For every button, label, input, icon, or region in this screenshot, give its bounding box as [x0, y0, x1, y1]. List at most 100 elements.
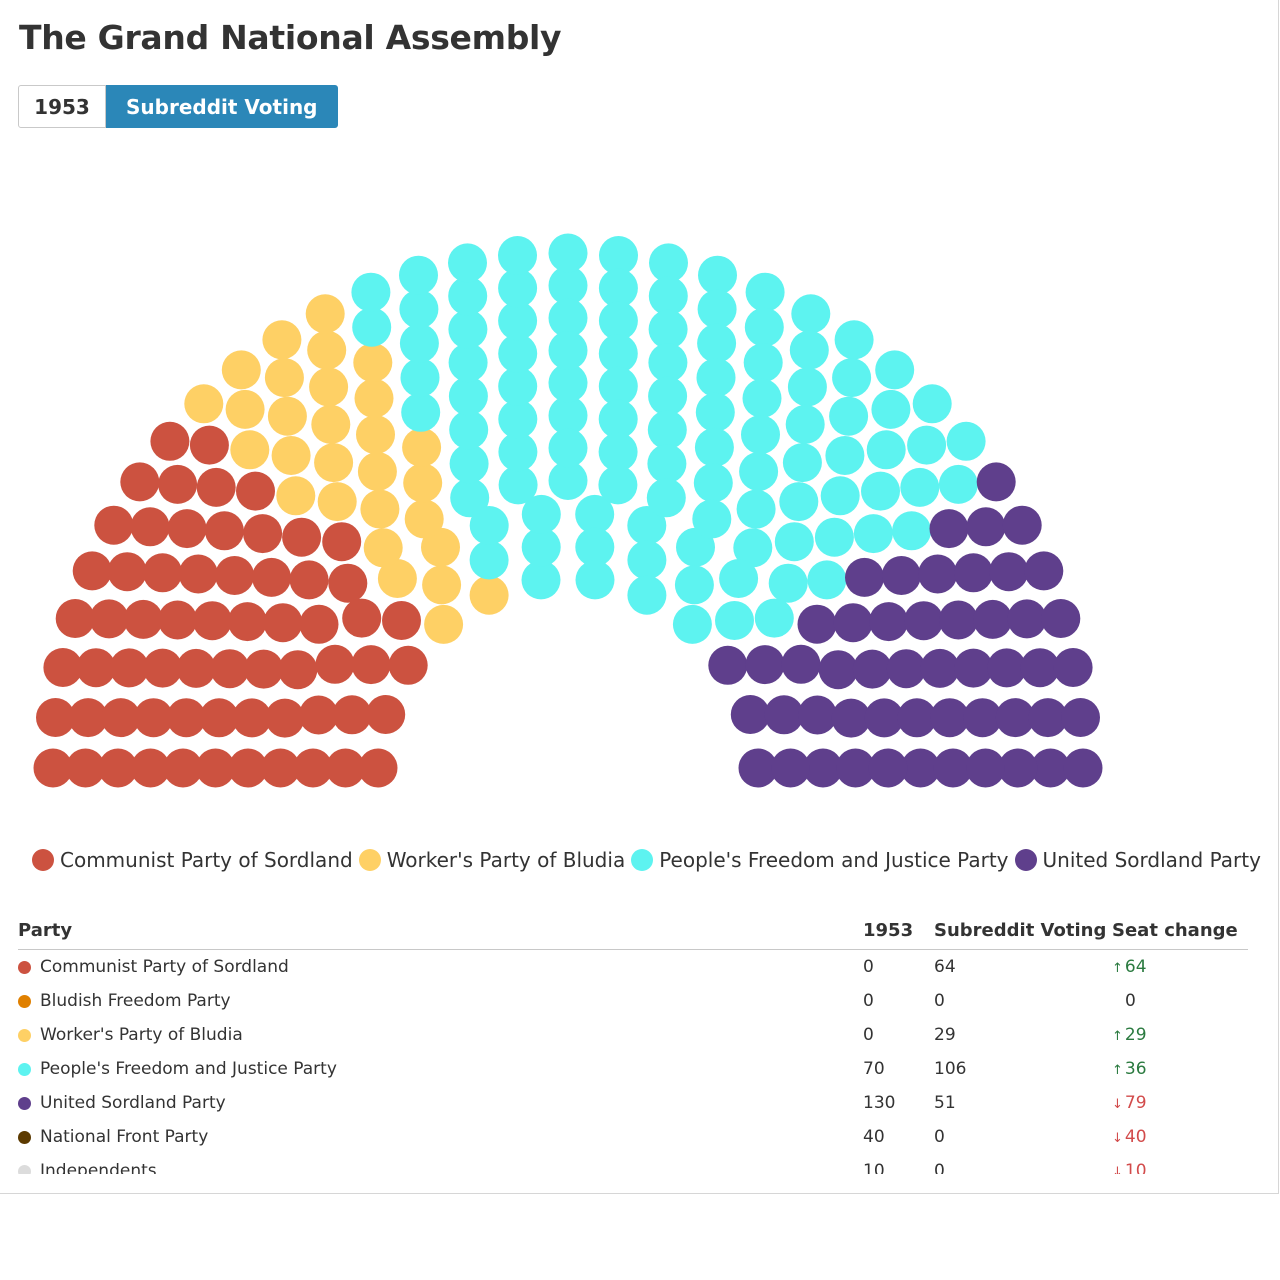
seat-worker-s-party-of-bludia[interactable] [264, 358, 304, 398]
seat-people-s-freedom-and-justice-party[interactable] [791, 294, 831, 334]
seat-united-sordland-party[interactable] [929, 509, 969, 549]
seat-people-s-freedom-and-justice-party[interactable] [907, 425, 947, 465]
seat-people-s-freedom-and-justice-party[interactable] [521, 527, 561, 567]
seat-people-s-freedom-and-justice-party[interactable] [695, 392, 735, 432]
seat-united-sordland-party[interactable] [930, 698, 970, 738]
seat-communist-party-of-sordland[interactable] [196, 748, 235, 788]
seat-worker-s-party-of-bludia[interactable] [271, 436, 311, 475]
seat-people-s-freedom-and-justice-party[interactable] [692, 499, 732, 539]
seat-united-sordland-party[interactable] [989, 552, 1029, 592]
seat-communist-party-of-sordland[interactable] [163, 748, 203, 788]
seat-people-s-freedom-and-justice-party[interactable] [736, 489, 776, 529]
seat-united-sordland-party[interactable] [973, 599, 1013, 639]
seat-united-sordland-party[interactable] [953, 553, 993, 593]
seat-united-sordland-party[interactable] [901, 748, 940, 788]
seat-communist-party-of-sordland[interactable] [107, 552, 147, 592]
seat-people-s-freedom-and-justice-party[interactable] [875, 350, 915, 390]
seat-communist-party-of-sordland[interactable] [210, 649, 250, 689]
seat-people-s-freedom-and-justice-party[interactable] [498, 432, 538, 472]
seat-people-s-freedom-and-justice-party[interactable] [498, 399, 538, 439]
seat-people-s-freedom-and-justice-party[interactable] [627, 506, 667, 545]
seat-people-s-freedom-and-justice-party[interactable] [575, 527, 615, 567]
legend-item-worker-s-party-of-bludia[interactable]: Worker's Party of Bludia [358, 848, 625, 872]
seat-people-s-freedom-and-justice-party[interactable] [829, 396, 869, 436]
seat-communist-party-of-sordland[interactable] [204, 511, 244, 551]
seat-communist-party-of-sordland[interactable] [166, 698, 206, 738]
seat-people-s-freedom-and-justice-party[interactable] [498, 465, 538, 505]
seat-united-sordland-party[interactable] [1020, 648, 1060, 688]
seat-worker-s-party-of-bludia[interactable] [184, 384, 224, 424]
seat-united-sordland-party[interactable] [1007, 599, 1047, 639]
seat-united-sordland-party[interactable] [1063, 748, 1103, 788]
seat-communist-party-of-sordland[interactable] [167, 509, 207, 549]
seat-united-sordland-party[interactable] [933, 748, 973, 788]
seat-people-s-freedom-and-justice-party[interactable] [744, 307, 784, 347]
seat-people-s-freedom-and-justice-party[interactable] [648, 309, 688, 349]
seat-communist-party-of-sordland[interactable] [196, 467, 236, 507]
seat-communist-party-of-sordland[interactable] [232, 698, 272, 738]
seat-united-sordland-party[interactable] [852, 649, 892, 689]
seat-people-s-freedom-and-justice-party[interactable] [768, 563, 808, 603]
seat-people-s-freedom-and-justice-party[interactable] [647, 444, 687, 484]
seat-united-sordland-party[interactable] [963, 698, 1002, 738]
toggle-1953-button[interactable]: 1953 [18, 85, 106, 128]
seat-worker-s-party-of-bludia[interactable] [311, 404, 351, 444]
seat-united-sordland-party[interactable] [797, 695, 837, 735]
seat-united-sordland-party[interactable] [730, 695, 770, 734]
seat-worker-s-party-of-bludia[interactable] [262, 320, 302, 360]
seat-people-s-freedom-and-justice-party[interactable] [400, 358, 440, 398]
seat-united-sordland-party[interactable] [868, 748, 908, 788]
seat-united-sordland-party[interactable] [1028, 698, 1068, 738]
seat-communist-party-of-sordland[interactable] [328, 563, 368, 603]
seat-people-s-freedom-and-justice-party[interactable] [498, 268, 538, 308]
seat-worker-s-party-of-bludia[interactable] [353, 343, 393, 383]
seat-worker-s-party-of-bludia[interactable] [363, 528, 403, 568]
seat-worker-s-party-of-bludia[interactable] [354, 378, 394, 418]
seat-communist-party-of-sordland[interactable] [43, 648, 83, 687]
seat-people-s-freedom-and-justice-party[interactable] [352, 307, 392, 347]
seat-communist-party-of-sordland[interactable] [192, 601, 232, 641]
seat-people-s-freedom-and-justice-party[interactable] [521, 494, 561, 534]
seat-communist-party-of-sordland[interactable] [189, 425, 229, 465]
seat-communist-party-of-sordland[interactable] [158, 600, 198, 640]
legend-item-communist-party-of-sordland[interactable]: Communist Party of Sordland [32, 848, 353, 872]
seat-worker-s-party-of-bludia[interactable] [230, 430, 270, 470]
seat-united-sordland-party[interactable] [918, 554, 958, 594]
seat-people-s-freedom-and-justice-party[interactable] [648, 276, 688, 316]
toggle-subreddit-voting-button[interactable]: Subreddit Voting [106, 85, 338, 128]
seat-people-s-freedom-and-justice-party[interactable] [694, 427, 734, 467]
seat-communist-party-of-sordland[interactable] [131, 748, 170, 788]
seat-communist-party-of-sordland[interactable] [215, 556, 255, 595]
seat-worker-s-party-of-bludia[interactable] [317, 482, 357, 522]
seat-communist-party-of-sordland[interactable] [299, 695, 339, 735]
seat-people-s-freedom-and-justice-party[interactable] [469, 506, 509, 545]
seat-people-s-freedom-and-justice-party[interactable] [741, 415, 780, 455]
seat-people-s-freedom-and-justice-party[interactable] [548, 233, 588, 273]
seat-people-s-freedom-and-justice-party[interactable] [449, 410, 489, 450]
seat-united-sordland-party[interactable] [886, 649, 926, 689]
seat-worker-s-party-of-bludia[interactable] [225, 389, 265, 429]
seat-communist-party-of-sordland[interactable] [55, 599, 95, 638]
seat-united-sordland-party[interactable] [1031, 748, 1070, 788]
seat-united-sordland-party[interactable] [781, 644, 821, 684]
seat-communist-party-of-sordland[interactable] [299, 604, 339, 644]
seat-united-sordland-party[interactable] [938, 600, 978, 640]
seat-people-s-freedom-and-justice-party[interactable] [774, 522, 814, 562]
legend-item-people-s-freedom-and-justice-party[interactable]: People's Freedom and Justice Party [631, 848, 1009, 872]
seat-communist-party-of-sordland[interactable] [332, 695, 372, 735]
seat-united-sordland-party[interactable] [836, 748, 875, 788]
seat-people-s-freedom-and-justice-party[interactable] [598, 432, 638, 472]
seat-people-s-freedom-and-justice-party[interactable] [351, 272, 391, 312]
seat-communist-party-of-sordland[interactable] [342, 598, 382, 638]
seat-people-s-freedom-and-justice-party[interactable] [715, 601, 754, 640]
seat-united-sordland-party[interactable] [771, 748, 810, 788]
seat-people-s-freedom-and-justice-party[interactable] [648, 343, 688, 383]
seat-united-sordland-party[interactable] [845, 557, 884, 597]
seat-united-sordland-party[interactable] [1002, 505, 1042, 545]
seat-communist-party-of-sordland[interactable] [109, 648, 149, 688]
seat-united-sordland-party[interactable] [995, 698, 1035, 738]
seat-people-s-freedom-and-justice-party[interactable] [548, 298, 588, 338]
seat-united-sordland-party[interactable] [966, 507, 1006, 547]
seat-worker-s-party-of-bludia[interactable] [357, 452, 397, 491]
seat-people-s-freedom-and-justice-party[interactable] [946, 421, 986, 461]
